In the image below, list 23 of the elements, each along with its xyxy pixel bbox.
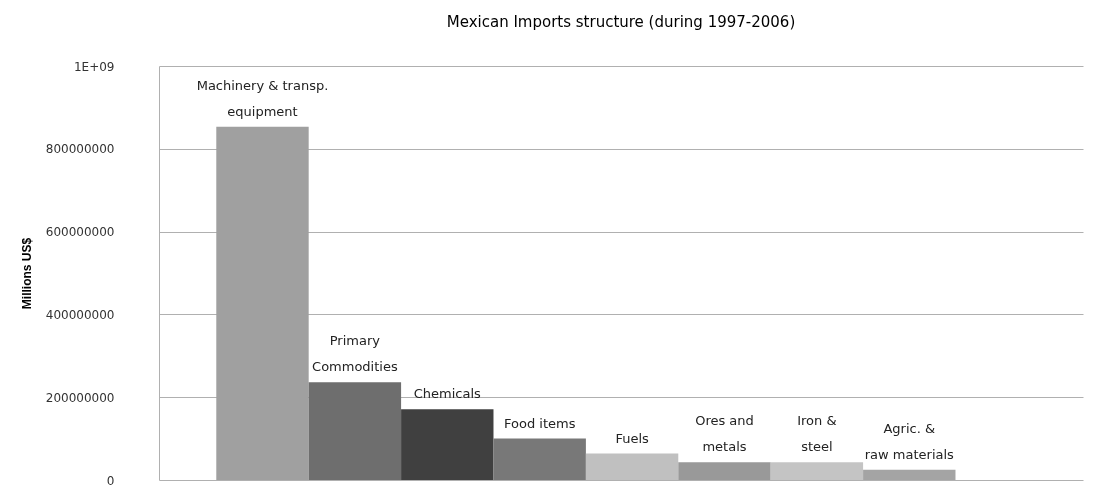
y-tick-label: 800000000 bbox=[45, 142, 115, 157]
y-axis-title: Millions US$ bbox=[19, 237, 34, 310]
y-tick-label: 400000000 bbox=[45, 307, 115, 322]
x-tick-label: Fuels bbox=[615, 430, 650, 446]
x-tick-label: Food items bbox=[503, 415, 576, 431]
x-tick-label: Agric. & raw materials bbox=[864, 420, 955, 462]
x-tick-label: Primary Commodities bbox=[312, 333, 398, 375]
bar bbox=[678, 462, 771, 480]
chart-title: Mexican Imports structure (during 1997-2006) bbox=[446, 13, 796, 31]
y-tick-label: 1E+09 bbox=[73, 59, 115, 74]
bar bbox=[401, 409, 494, 480]
y-tick-label: 200000000 bbox=[45, 390, 115, 405]
x-tick-label: Ores and metals bbox=[695, 413, 754, 455]
bar bbox=[770, 462, 864, 480]
y-tick-label: 0 bbox=[106, 473, 115, 488]
x-tick-label: Chemicals bbox=[413, 386, 482, 402]
bar bbox=[585, 453, 679, 480]
x-tick-label: Iron & steel bbox=[797, 413, 837, 455]
y-tick-label: 600000000 bbox=[45, 225, 115, 240]
x-tick-label: Machinery & transp. equipment bbox=[196, 77, 329, 119]
bar bbox=[216, 126, 309, 480]
bar bbox=[308, 382, 402, 480]
bar bbox=[493, 438, 586, 480]
